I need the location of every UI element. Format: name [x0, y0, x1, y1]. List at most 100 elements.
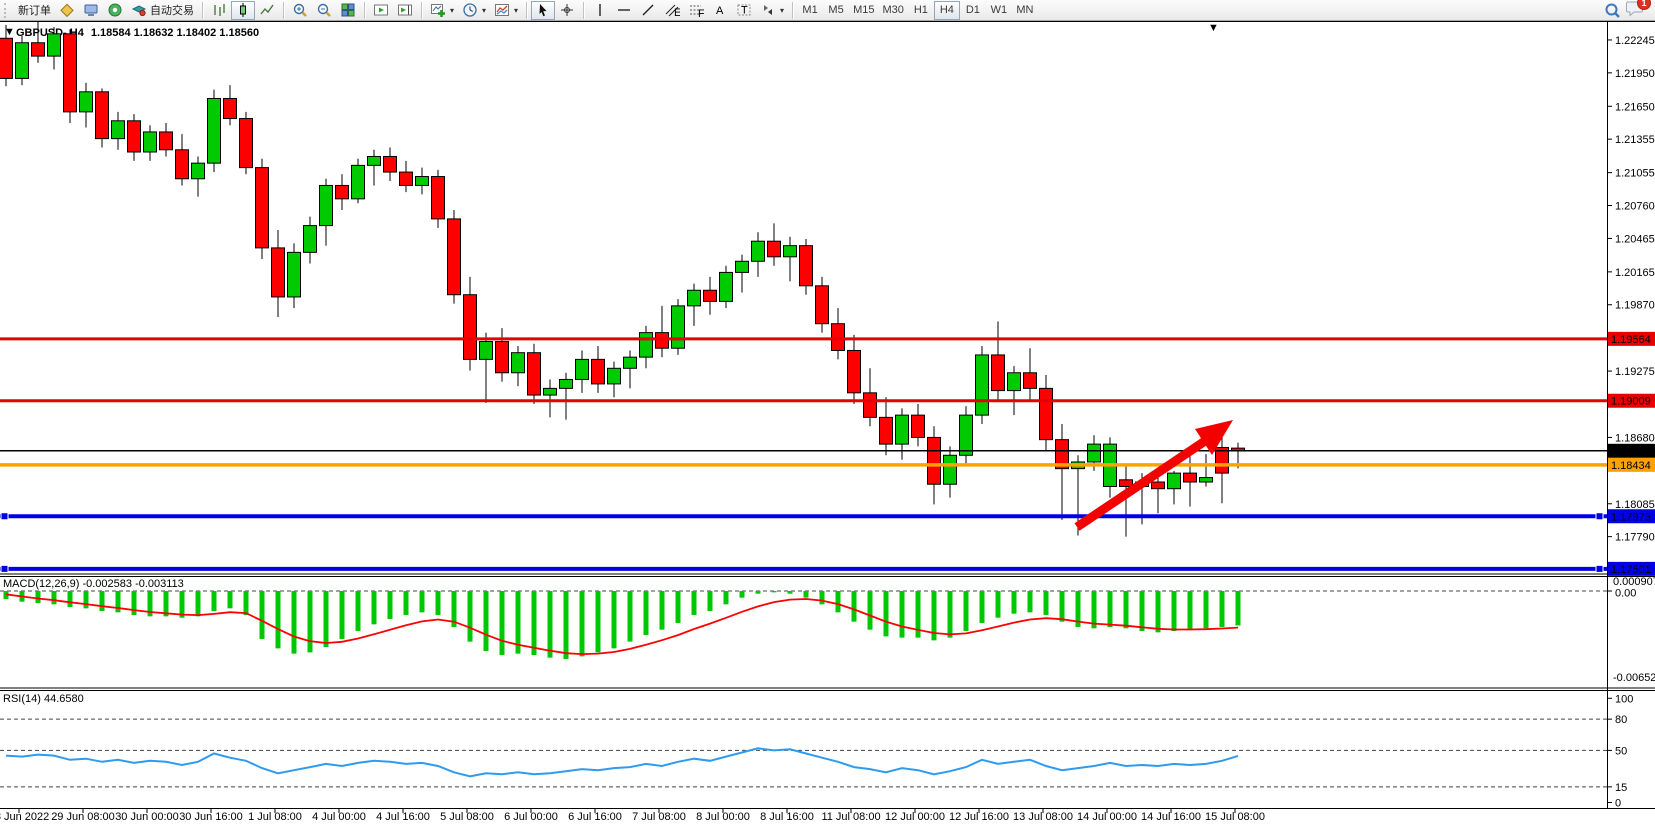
candle-up [511, 352, 525, 374]
candle-down [879, 416, 893, 445]
chart-shift-marker-icon[interactable]: ▼ [1208, 22, 1219, 34]
candle-up [1199, 477, 1213, 483]
toolbar: 新订单 自动交易 ▾ ▾ ▾ E F A T ▾ M1 M5 M15 M30 H… [0, 0, 1655, 21]
search-button[interactable] [1600, 1, 1625, 20]
line-handle[interactable] [1595, 512, 1604, 521]
time-axis-label: 4 Jul 00:00 [312, 811, 366, 823]
candle-down [863, 392, 877, 418]
zoom-in-icon [292, 2, 308, 18]
rsi-panel [5, 747, 1239, 778]
text-button[interactable]: A [708, 1, 732, 20]
zoom-in-button[interactable] [288, 1, 312, 20]
fibonacci-button[interactable]: F [684, 1, 708, 20]
svg-text:E: E [674, 7, 680, 18]
auto-scroll-icon [373, 2, 389, 18]
price-line-badge-label: 1.17501 [1611, 564, 1651, 576]
timeframe-d1-button[interactable]: D1 [960, 1, 986, 20]
time-axis-label: 1 Jul 08:00 [248, 811, 302, 823]
autotrading-icon [131, 2, 147, 18]
candle-down [1055, 439, 1069, 470]
autotrading-button[interactable]: 自动交易 [127, 1, 198, 20]
time-axis-label: 29 Jun 08:00 [51, 811, 115, 823]
timeframe-h1-button[interactable]: H1 [908, 1, 934, 20]
trendline-button[interactable] [636, 1, 660, 20]
candle-down [1183, 472, 1197, 483]
time-axis-label: 12 Jul 16:00 [949, 811, 1009, 823]
timeframe-m15-button[interactable]: M15 [849, 1, 878, 20]
text-label-button[interactable]: T [732, 1, 756, 20]
candle-up [479, 341, 493, 360]
equidistant-channel-button[interactable]: E [660, 1, 684, 20]
rsi-label: RSI(14) 44.6580 [3, 693, 84, 705]
zoom-out-button[interactable] [312, 1, 336, 20]
tile-windows-button[interactable] [336, 1, 360, 20]
vertical-line-button[interactable] [588, 1, 612, 20]
line-handle[interactable] [0, 512, 9, 521]
time-axis-label: 4 Jul 16:00 [376, 811, 430, 823]
price-line-badge [1608, 561, 1655, 576]
price-axis-label: 1.19870 [1615, 300, 1655, 312]
chart-window: ▼ GBPUSD-,H4 1.18584 1.18632 1.18402 1.18… [0, 20, 1655, 825]
timeframe-m30-button[interactable]: M30 [878, 1, 907, 20]
svg-text:F: F [698, 8, 704, 18]
price-line-badge [1608, 457, 1655, 472]
arrow-shaft[interactable] [1074, 437, 1208, 531]
line-chart-icon [259, 2, 275, 18]
candle-down [799, 245, 813, 287]
line-handle[interactable] [0, 564, 9, 573]
time-axis-label: 30 Jun 00:00 [115, 811, 179, 823]
time-axis-label: 11 Jul 08:00 [821, 811, 880, 823]
timeframe-m5-button[interactable]: M5 [823, 1, 849, 20]
candle-down [127, 120, 141, 153]
rsi-scale-label: 50 [1615, 745, 1627, 757]
indicators-button[interactable]: ▾ [426, 1, 458, 20]
candle-up [975, 354, 989, 416]
candlestick-chart-button[interactable] [231, 0, 255, 20]
rsi-line [5, 747, 1239, 778]
auto-scroll-button[interactable] [369, 1, 393, 20]
candle-up [575, 358, 589, 380]
candle-down [527, 352, 541, 396]
timeframe-w1-button[interactable]: W1 [986, 1, 1012, 20]
candle-down [159, 131, 173, 151]
timeframe-m1-button[interactable]: M1 [797, 1, 823, 20]
cursor-button[interactable] [531, 0, 556, 20]
price-chart-svg[interactable]: ▼ GBPUSD-,H4 1.18584 1.18632 1.18402 1.18… [0, 20, 1655, 825]
timeframe-h4-button[interactable]: H4 [933, 0, 960, 20]
time-axis-label: 14 Jul 00:00 [1077, 811, 1137, 823]
cursor-icon [535, 2, 551, 18]
price-line-badge-label: 1.19009 [1611, 396, 1651, 408]
candle-up [959, 414, 973, 456]
templates-button[interactable]: ▾ [490, 1, 522, 20]
chart-collapse-icon[interactable]: ▼ [4, 26, 15, 38]
arrows-button[interactable]: ▾ [756, 1, 788, 20]
signals-button[interactable] [103, 1, 127, 20]
candle-down [927, 436, 941, 485]
candle-up [607, 367, 621, 385]
price-axis-label: 1.22245 [1615, 35, 1655, 47]
price-axis-label: 1.21055 [1615, 168, 1655, 180]
timeframe-mn-button[interactable]: MN [1012, 1, 1038, 20]
candle-up [751, 240, 765, 262]
macd-label: MACD(12,26,9) -0.002583 -0.003113 [3, 578, 184, 590]
crosshair-button[interactable] [555, 1, 579, 20]
line-handle[interactable] [1595, 564, 1604, 573]
notifications-button[interactable]: 1 [1625, 0, 1651, 22]
market-watch-button[interactable] [55, 1, 79, 20]
vertical-line-icon [592, 2, 608, 18]
time-axis-label: 6 Jul 16:00 [568, 811, 622, 823]
trend-arrow-object[interactable] [1074, 420, 1233, 531]
periods-button[interactable]: ▾ [458, 1, 490, 20]
terminal-button[interactable] [79, 1, 103, 20]
arrow-head[interactable] [1195, 420, 1233, 455]
horizontal-line-button[interactable] [612, 1, 636, 20]
new-order-button[interactable]: 新订单 [14, 1, 55, 20]
line-chart-button[interactable] [255, 1, 279, 20]
chart-shift-button[interactable] [393, 1, 417, 20]
bars-chart-button[interactable] [207, 1, 231, 20]
candle-up [143, 131, 157, 153]
rsi-scale-label: 0 [1615, 797, 1621, 809]
candle-down [703, 289, 717, 302]
indicators-icon [430, 2, 446, 18]
price-line-badge [1608, 509, 1655, 524]
